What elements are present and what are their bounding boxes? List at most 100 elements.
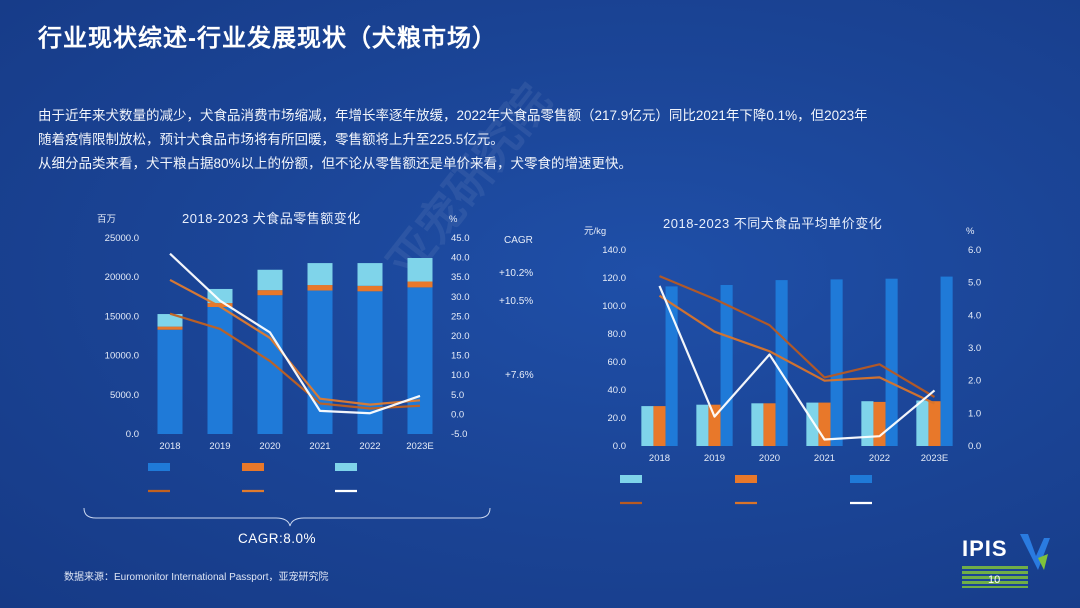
cagr-total-label: CAGR:8.0%	[238, 531, 317, 546]
bar	[257, 290, 283, 296]
y2-tick-label: 0.0	[451, 409, 464, 420]
y2-tick-label: 6.0	[968, 245, 981, 256]
bar	[885, 278, 898, 446]
y2-tick-label: -5.0	[451, 429, 467, 440]
bar	[157, 326, 183, 330]
x-tick-label: 2023E	[406, 441, 433, 452]
bar	[407, 287, 433, 434]
bar	[928, 401, 941, 446]
y-tick-label: 20000.0	[105, 272, 139, 283]
bar	[806, 402, 819, 446]
legend-swatch	[242, 463, 264, 471]
series-line	[169, 252, 421, 415]
chart1-title: 2018-2023 犬食品零售额变化	[182, 211, 361, 226]
series-line	[658, 285, 936, 441]
logo-stripes	[962, 566, 1028, 588]
page-title: 行业现状综述-行业发展现状（犬粮市场）	[38, 25, 497, 52]
y-tick-label: 20.0	[608, 413, 627, 424]
series-line	[658, 294, 935, 405]
x-tick-label: 2023E	[921, 453, 948, 464]
y2-tick-label: 4.0	[968, 310, 981, 321]
bar	[157, 314, 183, 327]
bar	[751, 403, 764, 446]
series-line	[169, 312, 421, 410]
logo-text: IPIS	[962, 536, 1008, 561]
y-axis-unit-left: 元/kg	[584, 226, 606, 237]
y-tick-label: 5000.0	[110, 390, 139, 401]
x-tick-label: 2018	[159, 441, 180, 452]
y-tick-label: 120.0	[602, 273, 626, 284]
cagr-header: CAGR	[504, 235, 533, 246]
bar	[257, 295, 283, 434]
y-axis-unit-right: %	[449, 214, 458, 225]
cagr-brace	[83, 507, 491, 527]
x-tick-label: 2021	[309, 441, 330, 452]
y-axis-unit-left: 百万	[97, 214, 116, 225]
bar	[641, 406, 654, 446]
y2-tick-label: 1.0	[968, 408, 981, 419]
series-line	[169, 278, 421, 406]
bar	[708, 404, 721, 446]
bar	[720, 285, 733, 446]
bar	[257, 269, 283, 291]
y-tick-label: 80.0	[608, 329, 627, 340]
legend-swatch	[148, 463, 170, 471]
y2-tick-label: 30.0	[451, 292, 470, 303]
x-tick-label: 2020	[259, 441, 280, 452]
bar	[407, 281, 433, 288]
y-tick-label: 60.0	[608, 357, 627, 368]
logo-mark-icon	[1020, 534, 1050, 570]
y-tick-label: 10000.0	[105, 351, 139, 362]
x-tick-label: 2020	[759, 453, 780, 464]
y2-tick-label: 10.0	[451, 370, 470, 381]
y-tick-label: 100.0	[602, 301, 626, 312]
bar	[830, 279, 843, 446]
bar	[307, 285, 333, 291]
y2-tick-label: 20.0	[451, 331, 470, 342]
bar	[157, 329, 183, 434]
y-tick-label: 140.0	[602, 245, 626, 256]
bar	[407, 257, 433, 282]
legend-swatch	[735, 475, 757, 483]
chart2-title: 2018-2023 不同犬食品平均单价变化	[663, 216, 883, 231]
chart1-retail-sales: 百万 % 25000.0 20000.0 15000.0 10000.0 5000.0 0.0…	[83, 214, 534, 527]
y2-tick-label: 35.0	[451, 272, 470, 283]
bar	[665, 286, 678, 446]
body-paragraph-2: 随着疫情限制放松，预计犬食品市场将有所回暖，零售额将上升至225.5亿元。	[38, 132, 504, 147]
bar	[916, 400, 929, 446]
data-source-note: 数据来源：Euromonitor International Passport，…	[64, 572, 329, 583]
legend-swatch	[620, 475, 642, 483]
y2-tick-label: 45.0	[451, 233, 470, 244]
y2-tick-label: 40.0	[451, 253, 470, 264]
x-tick-label: 2019	[704, 453, 725, 464]
body-paragraph-1: 由于近年来犬数量的减少，犬食品消费市场缩减，年增长率逐年放缓，2022年犬食品零…	[38, 108, 868, 123]
bar	[207, 288, 233, 304]
bar	[207, 303, 233, 307]
bar	[696, 404, 709, 446]
y-tick-label: 25000.0	[105, 233, 139, 244]
legend-swatch	[850, 475, 872, 483]
x-tick-label: 2018	[649, 453, 670, 464]
bar	[307, 290, 333, 434]
x-tick-label: 2021	[814, 453, 835, 464]
x-tick-label: 2019	[209, 441, 230, 452]
bar	[873, 401, 886, 446]
y-tick-label: 0.0	[126, 429, 139, 440]
bar	[940, 276, 953, 446]
page-number: 10	[988, 574, 1001, 586]
bar	[307, 263, 333, 286]
y-tick-label: 15000.0	[105, 311, 139, 322]
bar	[775, 280, 788, 446]
legend-swatch	[335, 463, 357, 471]
bar	[763, 403, 776, 446]
y2-tick-label: 2.0	[968, 376, 981, 387]
series-line	[659, 275, 936, 398]
y-tick-label: 0.0	[613, 441, 626, 452]
bar	[861, 401, 874, 446]
bar	[357, 285, 383, 292]
y2-tick-label: 3.0	[968, 343, 981, 354]
bar	[357, 263, 383, 286]
ipis-logo: IPIS	[962, 534, 1062, 596]
cagr-value: +7.6%	[505, 370, 534, 381]
body-paragraph-3: 从细分品类来看，犬干粮占据80%以上的份额，但不论从零售额还是单价来看，犬零食的…	[38, 156, 633, 171]
